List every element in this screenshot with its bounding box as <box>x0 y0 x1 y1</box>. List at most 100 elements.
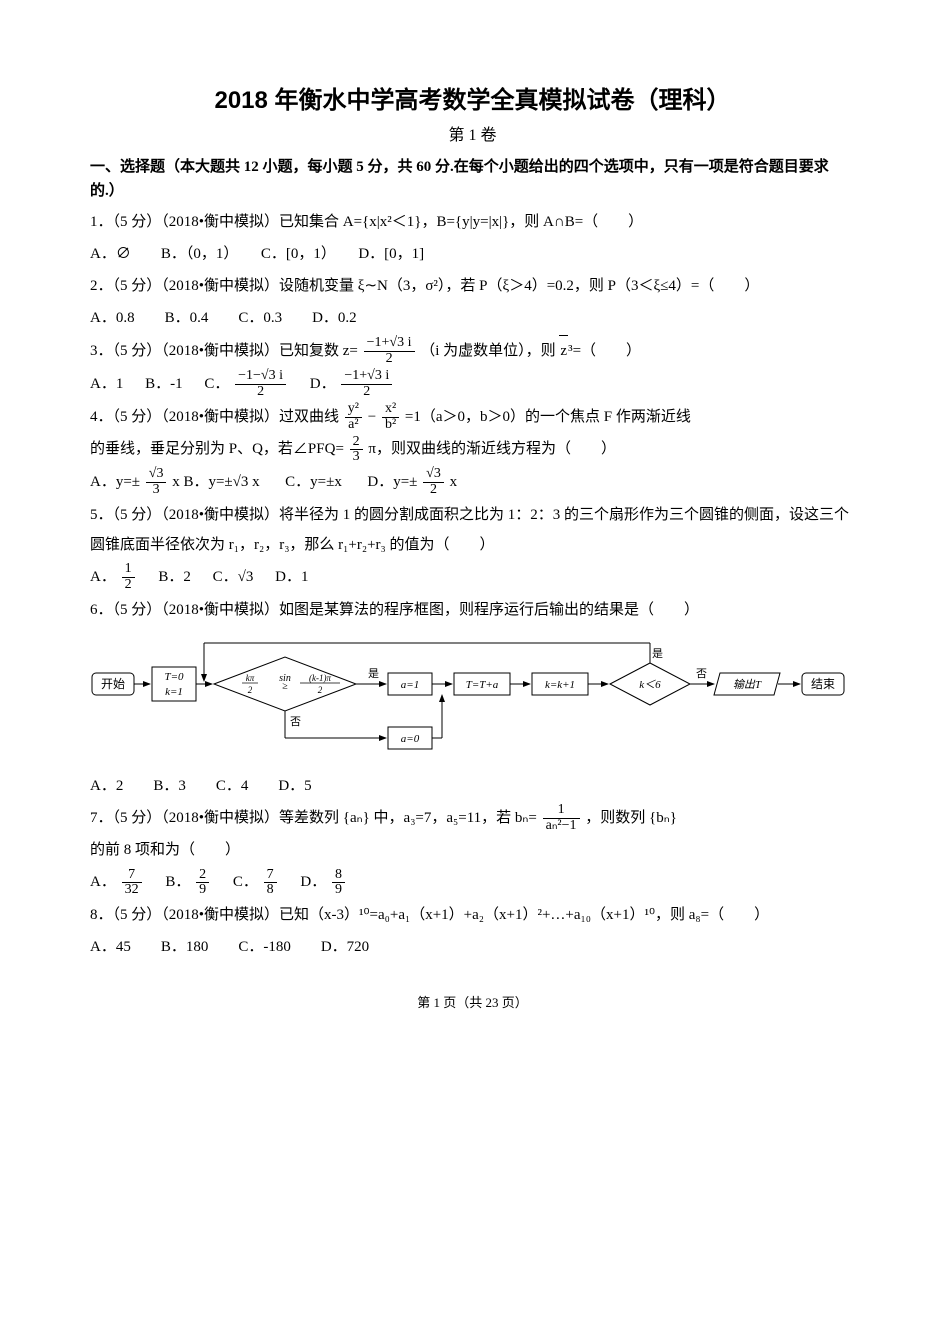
q7-A-den: 32 <box>122 883 142 898</box>
q3-C-den: 2 <box>235 385 286 400</box>
q7-A-num: 7 <box>122 868 142 884</box>
q4-minus: − <box>368 409 380 425</box>
svg-text:2: 2 <box>318 685 323 695</box>
q4-A-den: 3 <box>146 483 167 498</box>
q1-options: A．∅ B．（0，1） C．[0，1） D．[0，1] <box>90 239 855 269</box>
section-header: 一、选择题（本大题共 12 小题，每小题 5 分，共 60 分.在每个小题给出的… <box>90 155 855 203</box>
flow-init-T: T=0 <box>164 671 184 683</box>
flow-no2: 否 <box>696 668 707 680</box>
q3-C-frac: −1−√3 i 2 <box>235 369 286 399</box>
q3-B: B．-1 <box>145 376 183 392</box>
q4-stem-2: 的垂线，垂足分别为 P、Q，若∠PFQ= 2 3 π，则双曲线的渐近线方程为（ … <box>90 434 855 465</box>
q3-post: （i 为虚数单位），则 <box>420 343 559 359</box>
q4-ang: 2 3 <box>350 435 363 465</box>
flow-end: 结束 <box>811 677 835 691</box>
q3-options: A．1 B．-1 C． −1−√3 i 2 D． −1+√3 i 2 <box>90 369 855 400</box>
q7-post: ，则数列 {bₙ} <box>585 810 677 826</box>
q3-zbar: z <box>559 335 568 366</box>
q2-stem: 2．（5 分）（2018•衡中模拟）设随机变量 ξ∼N（3，σ²），若 P（ξ＞… <box>90 271 855 301</box>
flowchart: 开始 T=0 k=1 sin kπ 2 ≥ (k-1)π <box>90 633 855 763</box>
q7-B-pre: B． <box>165 874 190 890</box>
flow-yes2: 是 <box>652 647 663 660</box>
q7-C-f: 7 8 <box>264 868 277 898</box>
q7-options: A． 7 32 B． 2 9 C． 7 8 D． 8 9 <box>90 867 855 898</box>
q7-C-den: 8 <box>264 883 277 898</box>
q4-D-den: 2 <box>423 483 444 498</box>
q4-l2post: π，则双曲线的渐近线方程为（ ） <box>368 441 616 457</box>
flow-a0: a=0 <box>401 733 420 745</box>
q7-C-pre: C． <box>233 874 258 890</box>
q3-D-den: 2 <box>341 385 392 400</box>
q6-stem: 6．（5 分）（2018•衡中模拟）如图是某算法的程序框图，则程序运行后输出的结… <box>90 595 855 625</box>
q3-stem: 3．（5 分）（2018•衡中模拟）已知复数 z= −1+√3 i 2 （i 为… <box>90 335 855 367</box>
q7-D-den: 9 <box>332 883 345 898</box>
q5-A-num: 1 <box>122 562 135 578</box>
q5-options: A． 1 2 B．2 C．√3 D．1 <box>90 562 855 593</box>
q7-A-pre: A． <box>90 874 116 890</box>
q4-C: C．y=±x <box>285 474 342 490</box>
q4-ang-num: 2 <box>350 435 363 451</box>
q7-bn: 1 aₙ²−1 <box>543 803 580 833</box>
q4-D-num: √3 <box>423 467 444 483</box>
q5-stem: 5．（5 分）（2018•衡中模拟）将半径为 1 的圆分割成面积之比为 1：2：… <box>90 500 855 560</box>
flow-c1-rden: 2 <box>318 685 323 695</box>
q4-options: A．y=± √3 3 x B．y=±√3 x C．y=±x D．y=± √3 2… <box>90 467 855 498</box>
q5-A-den: 2 <box>122 578 135 593</box>
q3-A: A．1 <box>90 376 123 392</box>
q7-D-f: 8 9 <box>332 868 345 898</box>
flow-start: 开始 <box>101 677 125 691</box>
flow-yes1: 是 <box>368 667 379 680</box>
flow-tplus: T=T+a <box>466 679 499 691</box>
q1-stem: 1．（5 分）（2018•衡中模拟）已知集合 A={x|x²＜1}，B={y|y… <box>90 207 855 237</box>
q3-pre: 3．（5 分）（2018•衡中模拟）已知复数 z= <box>90 343 358 359</box>
q3-C-num: −1−√3 i <box>235 369 286 385</box>
q4-f2-den: b² <box>382 418 399 433</box>
flow-kinc: k=k+1 <box>545 679 575 691</box>
flow-out: 输出T <box>733 678 762 691</box>
q4-f1-num: y² <box>345 402 362 418</box>
flow-c1-lden: 2 <box>248 685 253 695</box>
flow-a1: a=1 <box>401 679 419 691</box>
q7-stem-1: 7．（5 分）（2018•衡中模拟）等差数列 {aₙ} 中，a₃=7，a₅=11… <box>90 803 855 834</box>
q4-f1: y² a² <box>345 402 362 432</box>
flow-c1-rnum: (k-1)π <box>309 673 331 683</box>
q4-A-frac: √3 3 <box>146 467 167 497</box>
q4-ang-den: 3 <box>350 450 363 465</box>
q4-D-frac: √3 2 <box>423 467 444 497</box>
q3-num: −1+√3 i <box>364 336 415 352</box>
page-footer: 第 1 页（共 23 页） <box>90 992 855 1011</box>
q5-A-frac: 1 2 <box>122 562 135 592</box>
q7-bn-num: 1 <box>543 803 580 819</box>
q5-C: C．√3 <box>213 569 254 585</box>
q7-A-f: 7 32 <box>122 868 142 898</box>
q4-l2pre: 的垂线，垂足分别为 P、Q，若∠PFQ= <box>90 441 344 457</box>
q7-bn-den: aₙ²−1 <box>543 819 580 834</box>
q4-f2-num: x² <box>382 402 399 418</box>
svg-text:2: 2 <box>248 685 253 695</box>
svg-text:kπ: kπ <box>246 673 255 683</box>
q4-A-post: x <box>172 474 180 490</box>
q7-B-num: 2 <box>196 868 209 884</box>
q7-B-den: 9 <box>196 883 209 898</box>
q3-D-num: −1+√3 i <box>341 369 392 385</box>
flow-no1: 否 <box>290 716 301 728</box>
q6-options: A．2 B．3 C．4 D．5 <box>90 771 855 801</box>
q3-D-pre: D． <box>310 376 336 392</box>
q8-options: A．45 B．180 C．-180 D．720 <box>90 932 855 962</box>
q7-pre: 7．（5 分）（2018•衡中模拟）等差数列 {aₙ} 中，a₃=7，a₅=11… <box>90 810 537 826</box>
q2-options: A．0.8 B．0.4 C．0.3 D．0.2 <box>90 303 855 333</box>
page-subtitle: 第 1 卷 <box>90 121 855 145</box>
q5-D: D．1 <box>275 569 308 585</box>
q7-D-num: 8 <box>332 868 345 884</box>
q5-A-pre: A． <box>90 569 116 585</box>
q4-stem-1: 4．（5 分）（2018•衡中模拟）过双曲线 y² a² − x² b² =1（… <box>90 402 855 433</box>
q4-f2: x² b² <box>382 402 399 432</box>
flow-c1-gt: ≥ <box>282 681 288 692</box>
q3-pow: ³=（ ） <box>568 343 641 359</box>
page: 2018 年衡水中学高考数学全真模拟试卷（理科） 第 1 卷 一、选择题（本大题… <box>0 0 945 1337</box>
flowchart-svg: 开始 T=0 k=1 sin kπ 2 ≥ (k-1)π <box>90 633 855 763</box>
q3-C-pre: C． <box>204 376 229 392</box>
svg-text:(k-1)π: (k-1)π <box>309 673 331 683</box>
q3-frac: −1+√3 i 2 <box>364 336 415 366</box>
flow-init-k: k=1 <box>165 686 183 698</box>
